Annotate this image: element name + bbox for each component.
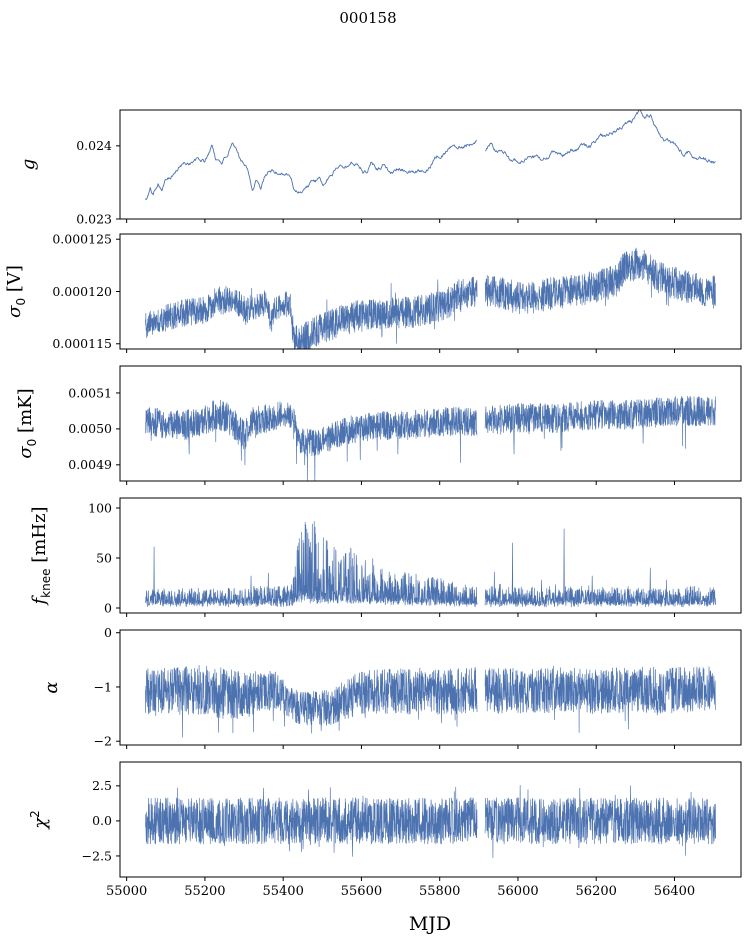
data-series	[145, 110, 716, 201]
y-tick-label: −2.5	[82, 848, 112, 863]
y-axis-label: χ2	[28, 810, 51, 831]
data-series	[145, 247, 716, 349]
y-tick-label: 0.000115	[52, 336, 112, 351]
y-axis-label: α	[41, 681, 62, 693]
y-tick-label: 0.0050	[68, 421, 112, 436]
data-series	[145, 395, 716, 481]
y-axis-label: σ0 [mK]	[15, 388, 39, 458]
x-axis-title: MJD	[409, 913, 451, 935]
panel-frame	[119, 629, 742, 746]
panel-frame	[119, 497, 742, 614]
y-tick-label: −1	[94, 679, 112, 694]
x-tick-label: 56000	[497, 884, 538, 899]
subplot-chi2: 2.5 0.0 −2.5 55000 55200 55400 55600 55800 56000…	[28, 761, 742, 899]
data-series	[145, 785, 716, 859]
y-tick-label: 0.024	[76, 138, 112, 153]
x-tick-label: 55600	[341, 884, 382, 899]
subplot-sigma0-mk: 0.0049 0.0050 0.0051 σ0 [mK]	[15, 365, 742, 485]
panel-frame	[119, 233, 742, 350]
subplot-group: 0.023 0.024 g 0.000115 0.000120 0.000125 σ0 [V…	[4, 109, 742, 899]
y-tick-label: 0.0051	[68, 385, 112, 400]
panel-frame	[119, 365, 742, 482]
y-tick-label: 0.023	[76, 211, 112, 226]
y-tick-label: 50	[96, 550, 112, 565]
y-axis-label: σ0 [V]	[4, 265, 28, 318]
y-tick-label: 0.000125	[52, 232, 112, 247]
y-tick-label: 0	[104, 625, 112, 640]
panel-frame	[119, 761, 742, 878]
y-tick-label: 2.5	[92, 778, 112, 793]
x-tick-label: 55800	[419, 884, 460, 899]
data-series	[145, 664, 716, 738]
y-tick-label: −2	[94, 734, 112, 749]
x-tick-label: 55200	[184, 884, 225, 899]
x-tick-label: 55000	[106, 884, 147, 899]
x-tick-label: 55400	[262, 884, 303, 899]
y-tick-label: 0.0049	[68, 457, 112, 472]
subplot-sigma0-v: 0.000115 0.000120 0.000125 σ0 [V]	[4, 232, 742, 353]
data-series	[145, 520, 716, 608]
panel-frame	[119, 109, 742, 220]
figure-title: 000158	[339, 9, 396, 27]
x-tick-label: 56200	[576, 884, 617, 899]
y-tick-label: 0.000120	[52, 284, 112, 299]
subplot-alpha: 0 −1 −2 α	[41, 625, 742, 749]
subplot-fknee: 0 50 100 fknee [mHz]	[29, 497, 742, 617]
y-axis-label: g	[18, 159, 39, 171]
x-tick-label: 56400	[654, 884, 695, 899]
y-tick-label: 0	[104, 600, 112, 615]
y-tick-label: 0.0	[92, 813, 112, 828]
y-tick-label: 100	[88, 500, 112, 515]
subplot-g: 0.023 0.024 g	[18, 109, 742, 226]
y-axis-label: fknee [mHz]	[29, 506, 53, 606]
